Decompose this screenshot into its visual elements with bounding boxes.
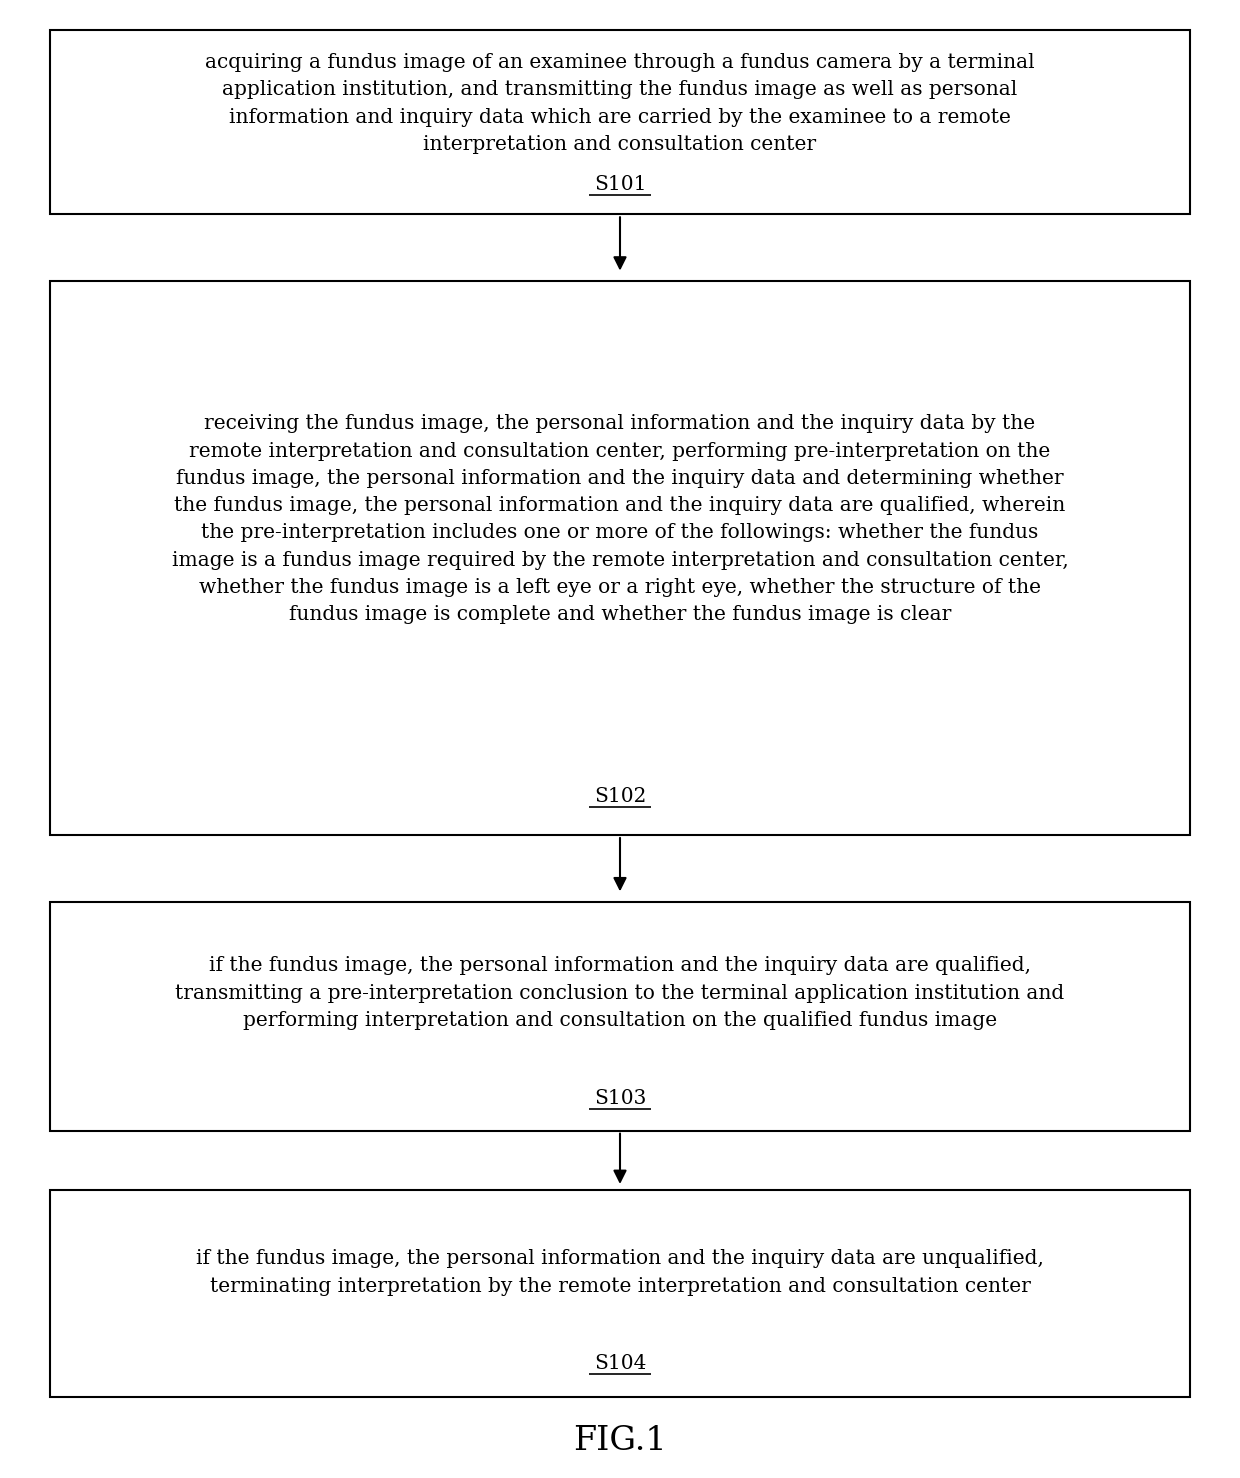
Bar: [50, 30, 1190, 214]
Text: if the fundus image, the personal information and the inquiry data are unqualifi: if the fundus image, the personal inform…: [196, 1249, 1044, 1296]
Bar: [50, 281, 1190, 835]
Text: S101: S101: [594, 176, 646, 194]
Text: S102: S102: [594, 786, 646, 806]
Text: if the fundus image, the personal information and the inquiry data are qualified: if the fundus image, the personal inform…: [175, 956, 1065, 1030]
Text: acquiring a fundus image of an examinee through a fundus camera by a terminal
ap: acquiring a fundus image of an examinee …: [205, 53, 1035, 154]
Bar: [50, 1190, 1190, 1397]
Text: S103: S103: [594, 1089, 646, 1108]
Text: S104: S104: [594, 1354, 646, 1373]
Bar: [50, 902, 1190, 1131]
Text: receiving the fundus image, the personal information and the inquiry data by the: receiving the fundus image, the personal…: [171, 414, 1069, 624]
Text: FIG.1: FIG.1: [573, 1425, 667, 1457]
